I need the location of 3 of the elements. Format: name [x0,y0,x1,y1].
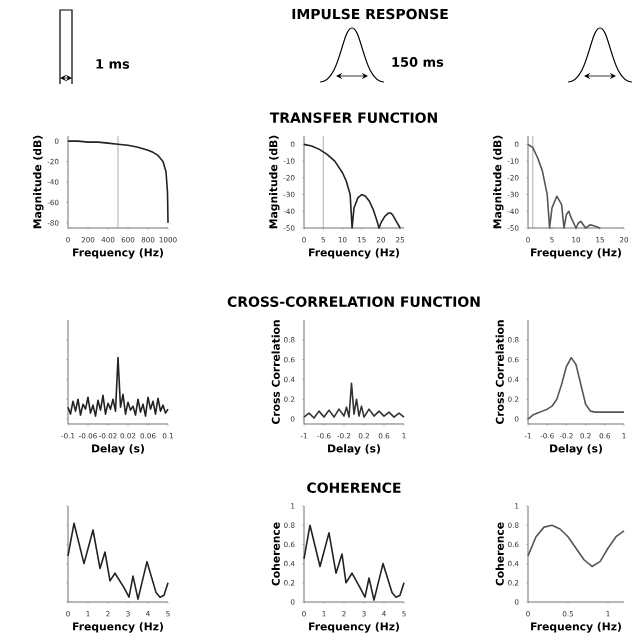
line-series [303,143,401,229]
line-series [67,140,169,224]
line-series [303,382,405,419]
